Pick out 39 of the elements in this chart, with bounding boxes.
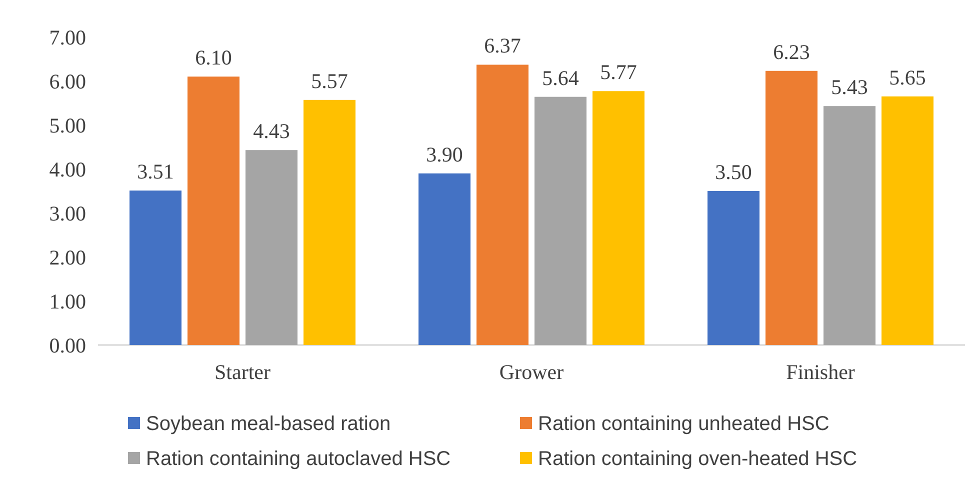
bar xyxy=(476,64,528,345)
x-tick-label: Grower xyxy=(499,360,564,384)
data-label: 6.37 xyxy=(484,34,521,58)
data-label: 5.43 xyxy=(831,75,868,100)
y-tick-label: 1.00 xyxy=(49,289,86,314)
bar xyxy=(708,191,760,345)
data-label: 6.10 xyxy=(195,46,232,70)
data-label: 3.50 xyxy=(715,160,752,184)
bar xyxy=(534,96,586,345)
bar xyxy=(130,190,182,345)
bar xyxy=(304,100,356,345)
legend-label: Ration containing oven-heated HSC xyxy=(538,448,858,470)
y-tick-label: 3.00 xyxy=(49,201,86,226)
bar xyxy=(246,150,298,345)
y-tick-label: 6.00 xyxy=(49,69,86,94)
bar xyxy=(592,91,644,345)
data-label: 5.77 xyxy=(600,60,637,84)
x-tick-label: Starter xyxy=(214,360,270,384)
bar xyxy=(766,70,818,345)
data-label: 5.64 xyxy=(542,66,580,90)
legend-label: Ration containing autoclaved HSC xyxy=(146,448,451,470)
bar xyxy=(188,76,240,345)
y-tick-label: 7.00 xyxy=(49,25,86,50)
y-tick-label: 5.00 xyxy=(49,113,86,138)
bar xyxy=(882,96,934,345)
y-tick-label: 4.00 xyxy=(49,157,86,182)
bar xyxy=(418,173,470,345)
x-tick-label: Finisher xyxy=(786,360,855,384)
data-label: 6.23 xyxy=(773,40,810,64)
y-tick-label: 2.00 xyxy=(49,245,86,270)
data-label: 5.57 xyxy=(311,68,348,93)
legend-label: Soybean meal-based ration xyxy=(146,413,391,435)
data-label: 5.65 xyxy=(889,65,926,90)
data-label: 3.90 xyxy=(426,142,463,166)
bar xyxy=(824,106,876,345)
data-label: 4.43 xyxy=(253,119,290,144)
y-tick-label: 0.00 xyxy=(49,333,86,358)
data-label: 3.51 xyxy=(137,160,174,184)
legend-label: Ration containing unheated HSC xyxy=(538,413,830,435)
